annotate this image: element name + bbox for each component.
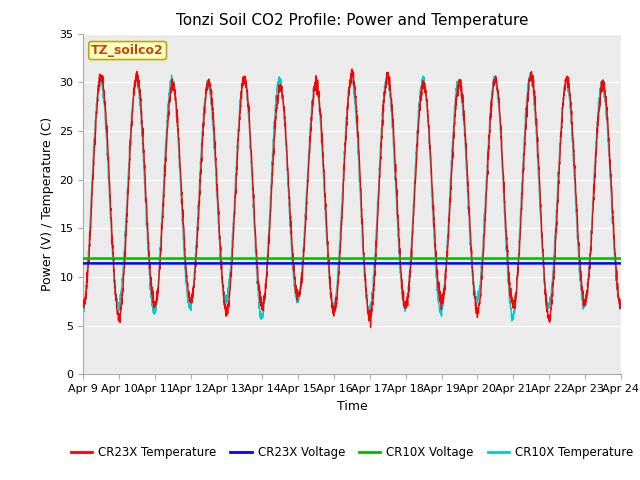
Legend: CR23X Temperature, CR23X Voltage, CR10X Voltage, CR10X Temperature: CR23X Temperature, CR23X Voltage, CR10X … (66, 442, 638, 464)
Y-axis label: Power (V) / Temperature (C): Power (V) / Temperature (C) (41, 117, 54, 291)
Title: Tonzi Soil CO2 Profile: Power and Temperature: Tonzi Soil CO2 Profile: Power and Temper… (176, 13, 528, 28)
X-axis label: Time: Time (337, 400, 367, 413)
Text: TZ_soilco2: TZ_soilco2 (92, 44, 164, 57)
